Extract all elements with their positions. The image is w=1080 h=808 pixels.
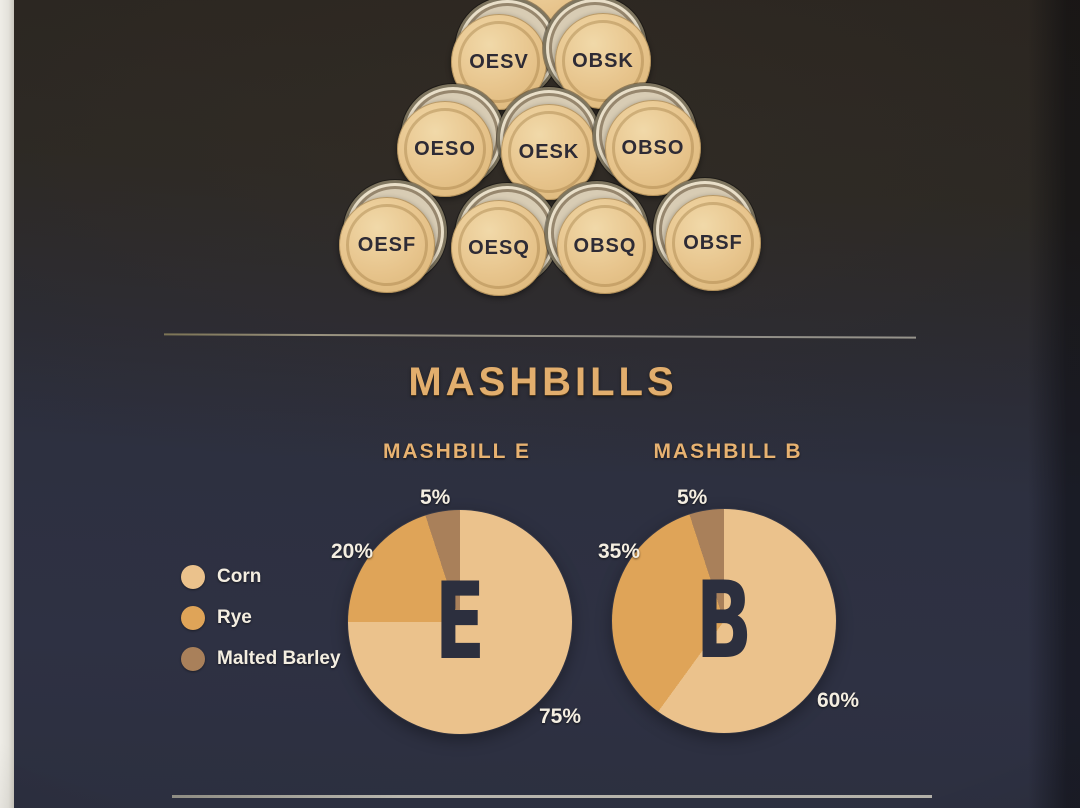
rye-swatch-icon: [181, 606, 205, 630]
pie-e-center-letter: E: [434, 560, 486, 683]
barrel-face: OBSO: [605, 100, 701, 196]
barrel-oesq: OESQ: [451, 192, 550, 296]
malted-barley-swatch-icon: [181, 647, 205, 671]
barrel-rim-ring: [458, 207, 540, 289]
barrel-oeso: OESO: [397, 93, 496, 197]
pie-chart-mashbill-b: B: [612, 509, 836, 733]
barrel-code-label: OBSQ: [573, 235, 637, 257]
legend-label: Corn: [217, 566, 262, 587]
pie-b-center-letter: B: [695, 559, 753, 682]
barrel-oesk: OESK: [501, 96, 597, 200]
pie-e-rye-percent: 20%: [331, 540, 374, 563]
pie-b-rye-percent: 35%: [598, 540, 641, 563]
poster-right-edge-shadow: [1028, 0, 1080, 808]
pie-b-malted-barley-percent: 5%: [677, 486, 708, 509]
barrel-face: OESO: [397, 101, 493, 197]
barrel-rim-ring: [404, 108, 486, 190]
pie-e-malted-barley-percent: 5%: [420, 486, 451, 509]
barrel-code-label: OBSF: [683, 232, 743, 254]
barrel-code-label: OESK: [518, 141, 580, 163]
barrel-oesv: OESV: [451, 6, 550, 110]
mashbill-legend: Corn Rye Malted Barley: [181, 565, 341, 671]
barrel-face: OESQ: [451, 200, 547, 296]
barrel-code-label: OBSK: [572, 50, 634, 72]
pie-b-title: MASHBILL B: [653, 440, 803, 463]
section-title: MASHBILLS: [408, 360, 678, 404]
barrel-face: OESF: [339, 197, 435, 293]
legend-label: Malted Barley: [217, 648, 341, 669]
pie-b-corn-percent: 60%: [817, 689, 860, 712]
pie-e-title: MASHBILL E: [383, 440, 531, 463]
barrel-face: OESK: [501, 104, 597, 200]
legend-label: Rye: [217, 607, 252, 628]
barrel-rim-ring: [612, 107, 694, 189]
barrel-obsq: OBSQ: [554, 190, 653, 294]
barrel-rim-ring: [508, 111, 590, 193]
barrel-rim-ring: [672, 202, 754, 284]
barrel-code-label: OESO: [414, 138, 476, 160]
barrel-face: OESV: [451, 14, 547, 110]
legend-item-corn: Corn: [181, 565, 341, 589]
corn-swatch-icon: [181, 565, 205, 589]
barrel-code-label: OESF: [357, 234, 417, 256]
barrel-obsf: OBSF: [662, 187, 761, 291]
barrel-rim-ring: [562, 20, 644, 102]
barrel-oesf: OESF: [339, 189, 438, 293]
barrel-rim-ring: [458, 21, 540, 103]
barrel-code-label: OESQ: [468, 237, 530, 259]
barrel-face: OBSQ: [557, 198, 653, 294]
barrel-code-label: OESV: [469, 51, 529, 73]
legend-item-rye: Rye: [181, 606, 341, 630]
barrel-rim-ring: [346, 204, 428, 286]
pie-e-corn-percent: 75%: [539, 705, 582, 728]
barrel-obsk: OBSK: [552, 5, 651, 109]
pie-chart-mashbill-e: E: [348, 510, 572, 734]
divider-bottom: [172, 795, 932, 798]
barrel-code-label: OBSO: [621, 137, 685, 159]
barrel-rim-ring: [564, 205, 646, 287]
barrel-obso: OBSO: [602, 92, 701, 196]
legend-item-malted-barley: Malted Barley: [181, 647, 341, 671]
barrel-face: OBSF: [665, 195, 761, 291]
